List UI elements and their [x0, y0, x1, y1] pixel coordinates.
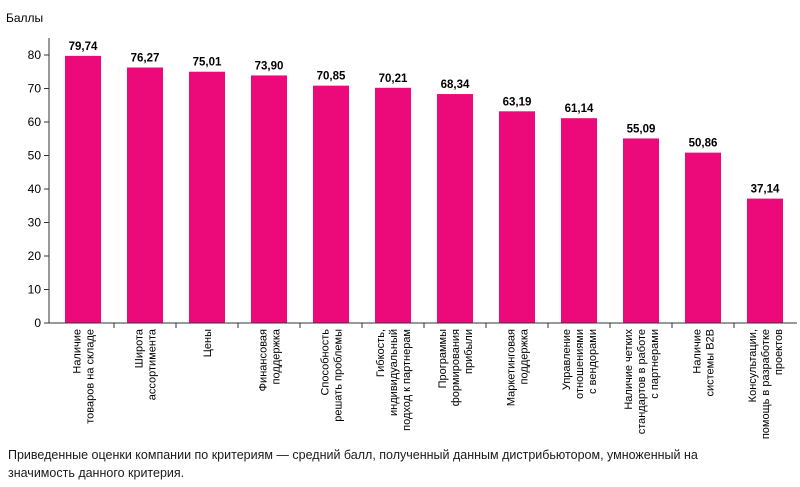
bar — [189, 71, 225, 324]
category-label-line: Наличие четких — [623, 329, 635, 410]
category-label-line: Консультации, — [747, 329, 759, 402]
data-label: 76,27 — [131, 52, 160, 64]
y-tick-label: 30 — [28, 216, 42, 230]
data-label: 50,86 — [689, 138, 718, 150]
category-label: Способность решать проблемы — [320, 329, 345, 422]
data-label: 70,85 — [317, 71, 346, 83]
bar — [375, 87, 411, 323]
category-label-line: системы B2B — [705, 329, 717, 397]
category-label-line: Финансовая — [258, 329, 270, 391]
category-label-line: товаров на складе — [85, 329, 97, 424]
category-label: Консультации, помощь в разработке проектов — [747, 329, 785, 439]
category-label-line: подход к партнерам — [401, 329, 413, 431]
bars: 79,74 76,27 75,01 73,90 70,85 70,21 68,34 63,19… — [65, 41, 783, 324]
bar — [623, 138, 659, 323]
y-tick-label: 40 — [28, 182, 42, 196]
data-label: 73,90 — [255, 60, 284, 72]
category-label: Управление отношениями с вендорами — [561, 329, 599, 399]
figure-caption: Приведенные оценки компании по критериям… — [8, 448, 698, 480]
category-label-line: с партнерами — [649, 329, 661, 399]
category-label-line: Маркетинговая — [506, 329, 518, 406]
bar — [313, 85, 349, 323]
data-label: 37,14 — [751, 184, 780, 196]
category-label: Гибкость, индивидуальный подход к партнера… — [375, 329, 413, 431]
y-tick-label: 70 — [28, 82, 42, 96]
data-label: 79,74 — [69, 41, 98, 53]
y-tick-label: 20 — [28, 249, 42, 263]
category-label-line: Цены — [202, 329, 214, 357]
category-label-line: прибыли — [463, 329, 475, 374]
category-label-line: ассортимента — [147, 328, 159, 400]
bar — [437, 94, 473, 323]
y-tick-label: 50 — [28, 149, 42, 163]
bar — [747, 198, 783, 323]
category-label: Цены — [202, 329, 214, 357]
category-label-line: отношениями — [574, 329, 586, 399]
category-label: Наличие товаров на складе — [72, 329, 97, 424]
y-axis: 0 10 20 30 40 50 60 70 80 — [28, 38, 50, 330]
data-label: 68,34 — [441, 79, 470, 91]
category-label: Финансовая поддержка — [258, 328, 283, 391]
category-label: Наличие системы B2B — [692, 329, 717, 397]
y-tick-label: 0 — [34, 316, 41, 330]
category-label: Программы формирования прибыли — [437, 329, 475, 406]
bar — [251, 75, 287, 323]
category-label-line: Широта — [134, 328, 146, 368]
category-label-line: с вендорами — [587, 329, 599, 394]
data-label: 61,14 — [565, 103, 594, 115]
category-label-line: проектов — [773, 329, 785, 375]
data-label: 75,01 — [193, 57, 222, 69]
bar — [127, 67, 163, 323]
y-tick-label: 80 — [28, 48, 42, 62]
data-label: 55,09 — [627, 123, 656, 135]
category-label-line: поддержка — [519, 328, 531, 384]
category-label-line: Гибкость, — [375, 329, 387, 377]
y-axis-title: Баллы — [6, 11, 43, 25]
category-label-line: Программы — [437, 329, 449, 389]
category-label-line: решать проблемы — [333, 329, 345, 422]
category-label-line: Наличие — [692, 329, 704, 374]
data-label: 70,21 — [379, 73, 408, 85]
category-label-line: помощь в разработке — [760, 329, 772, 439]
category-label-line: индивидуальный — [388, 329, 400, 416]
category-label-line: Способность — [320, 329, 332, 396]
x-axis: Наличие товаров на складе Широта ассортимен… — [49, 322, 797, 439]
category-label: Наличие четких стандартов в работе с партн… — [623, 329, 661, 435]
category-label: Широта ассортимента — [134, 328, 159, 400]
y-tick-label: 60 — [28, 115, 42, 129]
bar — [685, 152, 721, 323]
bar — [65, 55, 101, 323]
data-label: 63,19 — [503, 96, 532, 108]
category-label-line: стандартов в работе — [636, 329, 648, 434]
category-label-line: Управление — [561, 329, 573, 390]
y-tick-label: 10 — [28, 283, 42, 297]
bar — [499, 111, 535, 323]
category-label-line: Наличие — [72, 329, 84, 374]
bar — [561, 118, 597, 323]
category-label-line: формирования — [450, 329, 462, 406]
category-label: Маркетинговая поддержка — [506, 328, 531, 406]
category-label-line: поддержка — [271, 328, 283, 384]
